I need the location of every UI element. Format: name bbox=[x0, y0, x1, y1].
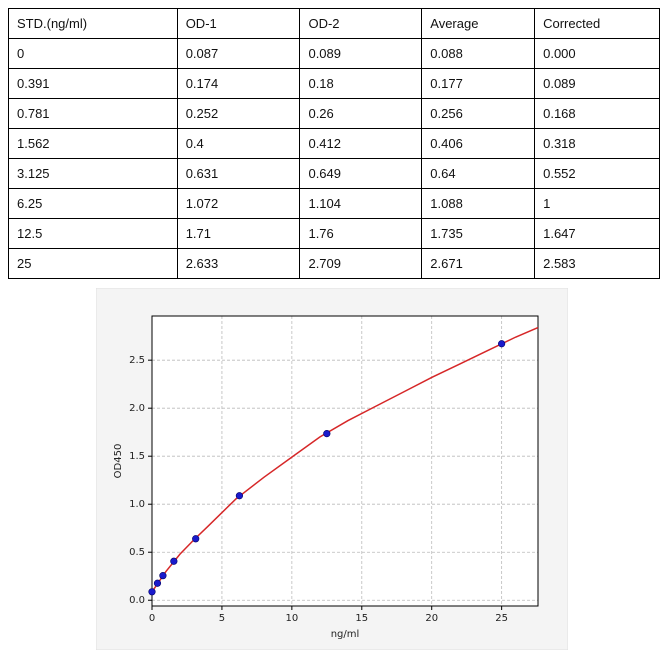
table-body: STD.(ng/ml) OD-1 OD-2 Average Corrected 0 0.08… bbox=[8, 8, 660, 279]
table-row: STD.(ng/ml) OD-1 OD-2 Average Corrected bbox=[8, 8, 660, 39]
table-row: 3.125 0.631 0.649 0.64 0.552 bbox=[8, 158, 660, 189]
table-cell: 0.64 bbox=[421, 158, 536, 189]
table-cell: 2.583 bbox=[534, 248, 660, 279]
table-cell: 1.76 bbox=[299, 218, 423, 249]
y-tick-label: 2.5 bbox=[129, 355, 145, 366]
table-cell: 0.088 bbox=[421, 38, 536, 69]
x-tick-label: 0 bbox=[149, 613, 155, 624]
x-tick-label: 15 bbox=[355, 613, 368, 624]
y-tick-label: 0.5 bbox=[129, 547, 145, 558]
table-cell: 0.252 bbox=[176, 98, 301, 129]
table-cell: 0.781 bbox=[8, 98, 178, 129]
table-cell: 1.104 bbox=[299, 188, 423, 219]
table-cell: 25 bbox=[8, 248, 178, 279]
table-cell: 1.647 bbox=[534, 218, 660, 249]
table-cell: 0.089 bbox=[534, 68, 660, 99]
x-tick-label: 10 bbox=[285, 613, 298, 624]
table-cell: 0.318 bbox=[534, 128, 660, 159]
table-row: 0 0.087 0.089 0.088 0.000 bbox=[8, 38, 660, 69]
y-axis-label: OD450 bbox=[113, 444, 124, 479]
table-cell: 0.412 bbox=[299, 128, 423, 159]
data-point bbox=[323, 430, 331, 438]
plot-frame bbox=[151, 315, 539, 607]
y-tick-label: 1.0 bbox=[129, 499, 145, 510]
table-cell: 0.18 bbox=[299, 68, 423, 99]
table-cell: 0.631 bbox=[176, 158, 301, 189]
table-cell: 2.709 bbox=[299, 248, 423, 279]
fit-curve bbox=[151, 326, 539, 593]
table-cell: 2.671 bbox=[421, 248, 536, 279]
table-cell: 0.552 bbox=[534, 158, 660, 189]
data-table: STD.(ng/ml) OD-1 OD-2 Average Corrected 0 0.08… bbox=[8, 8, 660, 279]
table-cell: 0.174 bbox=[176, 68, 301, 99]
table-row: 6.25 1.072 1.104 1.088 1 bbox=[8, 188, 660, 219]
table-cell: 0 bbox=[8, 38, 178, 69]
x-tick-label: 25 bbox=[495, 613, 508, 624]
table-cell: 0.406 bbox=[421, 128, 536, 159]
table-cell: 0.391 bbox=[8, 68, 178, 99]
table-cell: 1.562 bbox=[8, 128, 178, 159]
header-cell: OD-1 bbox=[176, 8, 301, 39]
header-cell: OD-2 bbox=[299, 8, 423, 39]
data-point bbox=[170, 557, 178, 565]
header-cell: Corrected bbox=[534, 8, 660, 39]
table-cell: 1.072 bbox=[176, 188, 301, 219]
table-cell: 0.4 bbox=[176, 128, 301, 159]
data-point bbox=[159, 572, 167, 580]
plot-area bbox=[152, 316, 538, 606]
table-row: 25 2.633 2.709 2.671 2.583 bbox=[8, 248, 660, 279]
y-tick-label: 1.5 bbox=[129, 451, 145, 462]
table-cell: 1 bbox=[534, 188, 660, 219]
table-cell: 0.256 bbox=[421, 98, 536, 129]
table-cell: 0.089 bbox=[299, 38, 423, 69]
y-tick-label: 2.0 bbox=[129, 403, 145, 414]
table-cell: 0.000 bbox=[534, 38, 660, 69]
table-row: 1.562 0.4 0.412 0.406 0.318 bbox=[8, 128, 660, 159]
table-cell: 6.25 bbox=[8, 188, 178, 219]
table-cell: 2.633 bbox=[176, 248, 301, 279]
table-cell: 1.71 bbox=[176, 218, 301, 249]
data-point bbox=[148, 588, 156, 596]
table-cell: 0.26 bbox=[299, 98, 423, 129]
chart: 0.0 0.5 1.0 1.5 2.0 2.5 0 5 10 15 20 25 ng/ml OD450 bbox=[96, 288, 568, 650]
x-tick-label: 5 bbox=[219, 613, 225, 624]
table-cell: 1.088 bbox=[421, 188, 536, 219]
table-row: 0.391 0.174 0.18 0.177 0.089 bbox=[8, 68, 660, 99]
table-cell: 0.087 bbox=[176, 38, 301, 69]
data-point bbox=[153, 579, 162, 587]
x-tick-label: 20 bbox=[425, 613, 438, 624]
table-cell: 1.735 bbox=[421, 218, 536, 249]
header-cell: STD.(ng/ml) bbox=[8, 8, 178, 39]
table-cell: 0.177 bbox=[421, 68, 536, 99]
table-cell: 3.125 bbox=[8, 158, 178, 189]
table-row: 12.5 1.71 1.76 1.735 1.647 bbox=[8, 218, 660, 249]
data-point bbox=[192, 535, 200, 543]
data-point bbox=[498, 340, 506, 348]
header-cell: Average bbox=[421, 8, 536, 39]
table-row: 0.781 0.252 0.26 0.256 0.168 bbox=[8, 98, 660, 129]
data-point bbox=[235, 492, 244, 500]
table-cell: 12.5 bbox=[8, 218, 178, 249]
table-cell: 0.649 bbox=[299, 158, 423, 189]
table-cell: 0.168 bbox=[534, 98, 660, 129]
y-tick-label: 0.0 bbox=[129, 595, 145, 606]
x-axis-label: ng/ml bbox=[331, 629, 360, 640]
